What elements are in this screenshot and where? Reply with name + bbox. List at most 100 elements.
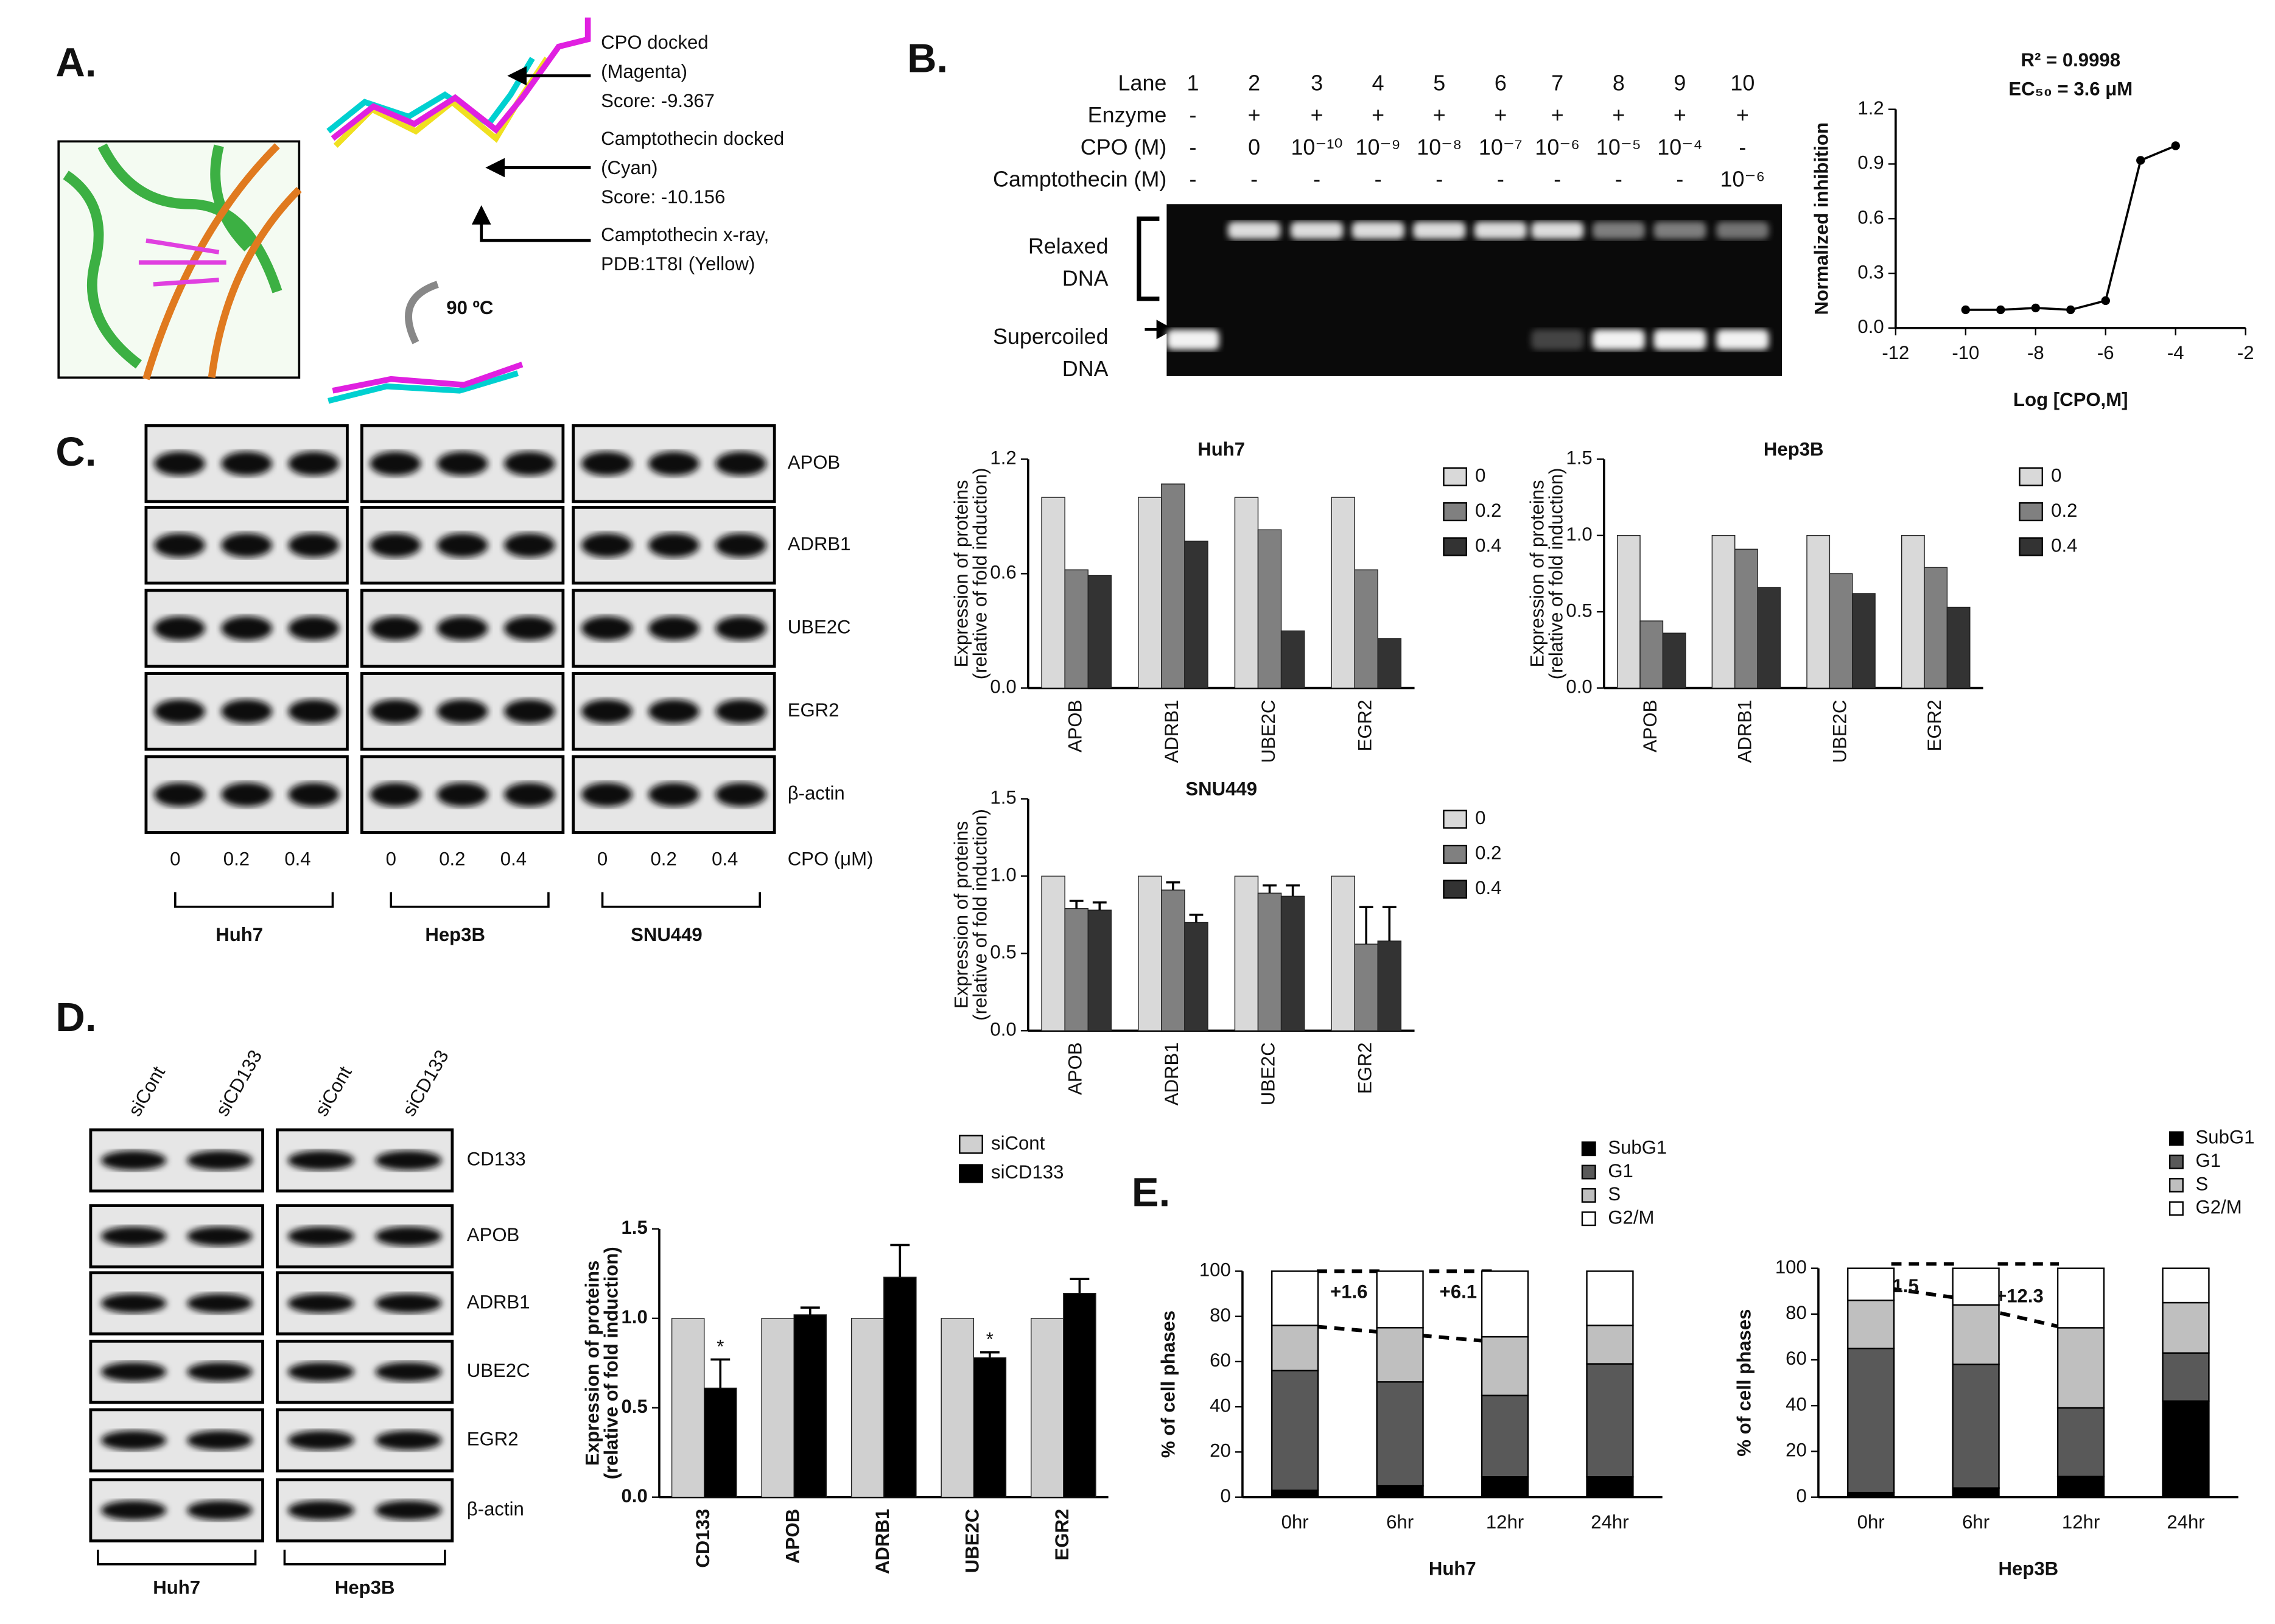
x-tick-label: -8 (2027, 342, 2044, 363)
bar (671, 1318, 705, 1498)
bar (1806, 535, 1831, 689)
bar (1616, 535, 1641, 689)
cell: + (1612, 102, 1625, 127)
row-label: Enzyme (1088, 102, 1167, 127)
bar-segment (1481, 1335, 1529, 1396)
y-axis-label: Normalized inhibition (1811, 122, 1832, 315)
dose-label: 0.2 (223, 848, 250, 869)
x-tick-label: EGR2 (1354, 700, 1375, 752)
dose-label: 0 (386, 848, 396, 869)
legend-label: G1 (1608, 1160, 1633, 1181)
blot-band (100, 1150, 167, 1171)
blot-band (581, 451, 633, 476)
fit-line (1965, 144, 2176, 311)
data-point (1961, 305, 1971, 315)
cell: 10⁻⁶ (1535, 135, 1580, 159)
bar (973, 1357, 1007, 1498)
cell: + (1248, 102, 1261, 127)
blot-band (288, 533, 340, 558)
rotation-label: 90 ºC (446, 297, 493, 318)
cell: 10⁻¹⁰ (1291, 135, 1342, 159)
blot-band (187, 1150, 253, 1171)
y-tick-label: 1.5 (990, 787, 1016, 808)
x-tick-label: APOB (1639, 700, 1661, 753)
y-tick-label: 1.5 (622, 1217, 648, 1238)
cell: 2 (1248, 70, 1260, 95)
bar (1161, 889, 1185, 1031)
legend-label: 0.2 (1475, 500, 1501, 521)
chart-title: Huh7 (1197, 438, 1245, 460)
x-tick-label: EGR2 (1924, 700, 1945, 752)
x-tick-label: EGR2 (1354, 1042, 1375, 1094)
blot-band (648, 533, 699, 558)
blot-band (375, 1150, 442, 1171)
arrows (405, 66, 591, 345)
cell: 10⁻⁶ (1720, 166, 1765, 191)
bar (1924, 567, 1948, 689)
bar (1257, 529, 1282, 689)
cell-line-label: Huh7 (216, 924, 263, 945)
x-tick-label: -6 (2097, 342, 2114, 363)
legend-label: 0 (1475, 464, 1485, 486)
cell: - (1615, 166, 1622, 191)
blot-band (715, 616, 766, 641)
bar (1711, 535, 1736, 689)
blot-band (187, 1500, 253, 1521)
molecule-overlay (326, 17, 591, 404)
y-tick-label: 80 (1210, 1304, 1231, 1326)
phase-connector (1316, 1262, 2059, 1343)
legend-label: siCont (991, 1132, 1045, 1153)
error-bar (980, 1351, 1000, 1358)
panel-label: C. (55, 429, 96, 475)
error-bar (1263, 884, 1277, 894)
bar-segment (2056, 1327, 2105, 1409)
cell: 10⁻⁸ (1417, 135, 1462, 159)
bar (1331, 875, 1355, 1031)
annotation: EC₅₀ = 3.6 μM (2008, 79, 2133, 100)
gel-band (1351, 222, 1404, 239)
panel-label: D. (55, 995, 96, 1040)
y-tick-label: 1.2 (990, 447, 1016, 469)
protein-label: EGR2 (467, 1428, 519, 1449)
blot-band (436, 782, 488, 807)
bar (1377, 638, 1402, 689)
error-bar (1359, 906, 1373, 945)
legend-label: siCD133 (991, 1161, 1064, 1183)
blot-band (287, 1150, 354, 1171)
row-label: Camptothecin (M) (993, 166, 1166, 191)
gel-band (1653, 329, 1706, 350)
legend-swatch (1581, 1164, 1596, 1180)
legend-label: G2/M (1608, 1206, 1654, 1228)
bar-segment (1586, 1270, 1634, 1326)
blot-band (503, 782, 555, 807)
blot-band (287, 1500, 354, 1521)
bar-segment (1952, 1304, 2000, 1365)
blot-band (370, 699, 421, 724)
x-tick-label: -2 (2237, 342, 2254, 363)
bar (1852, 593, 1876, 689)
blot-band (503, 451, 555, 476)
blot-band (187, 1293, 253, 1314)
gel-label: Supercoiled (993, 324, 1109, 349)
annotation: Score: -9.367 (601, 90, 715, 111)
blot-band (154, 533, 205, 558)
legend-swatch (2168, 1131, 2184, 1146)
bar (1087, 575, 1112, 689)
blot-band (288, 699, 340, 724)
gel-band (1290, 222, 1344, 239)
annotation: (Cyan) (601, 157, 657, 178)
y-tick-label: 1.0 (622, 1306, 648, 1328)
x-tick-label: 24hr (1591, 1511, 1628, 1533)
y-tick-label: 1.0 (1566, 523, 1592, 545)
y-axis-label: (relative of fold induction) (1545, 468, 1566, 680)
y-tick-label: 0.3 (1857, 261, 1884, 282)
y-tick-label: 100 (1775, 1256, 1807, 1278)
blot-band (436, 699, 488, 724)
bar-segment (2056, 1475, 2105, 1498)
y-tick-label: 0.6 (1857, 206, 1884, 228)
x-tick-label: ADRB1 (1161, 700, 1182, 763)
legend-swatch (959, 1164, 983, 1183)
bar (1031, 1318, 1064, 1498)
error-bar (1189, 914, 1204, 923)
error-bar (1092, 901, 1107, 911)
